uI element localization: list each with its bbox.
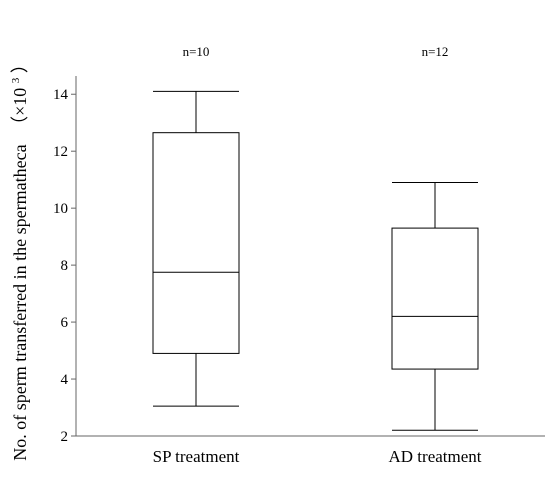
y-axis-unit-exp: 3 — [10, 77, 22, 83]
y-axis-unit-suffix: ） — [10, 55, 30, 73]
y-axis: 2 4 6 8 10 12 14 — [53, 76, 77, 445]
n-label: n=12 — [422, 44, 449, 59]
box-2 — [391, 182, 479, 431]
y-tick-label: 14 — [53, 87, 69, 103]
x-axis: SP treatment AD treatment — [76, 435, 545, 466]
y-axis-title: No. of sperm transferred in the spermath… — [3, 55, 30, 461]
y-tick-label: 4 — [61, 372, 69, 388]
y-tick-label: 8 — [61, 258, 69, 274]
iqr-box — [391, 227, 479, 370]
y-tick-label: 6 — [61, 315, 69, 331]
y-axis-unit-prefix: （×10 — [10, 88, 30, 134]
y-axis-title-text: No. of sperm transferred in the spermath… — [10, 144, 30, 460]
iqr-box — [152, 132, 240, 354]
y-tick-label: 10 — [53, 201, 68, 217]
y-tick-label: 2 — [61, 429, 69, 445]
boxes — [152, 90, 479, 431]
y-tick-label: 12 — [53, 144, 68, 160]
n-labels: n=10 n=12 — [183, 44, 449, 59]
x-tick-label: SP treatment — [153, 447, 240, 466]
box-1 — [152, 90, 240, 407]
n-label: n=10 — [183, 44, 210, 59]
x-tick-label: AD treatment — [389, 447, 482, 466]
